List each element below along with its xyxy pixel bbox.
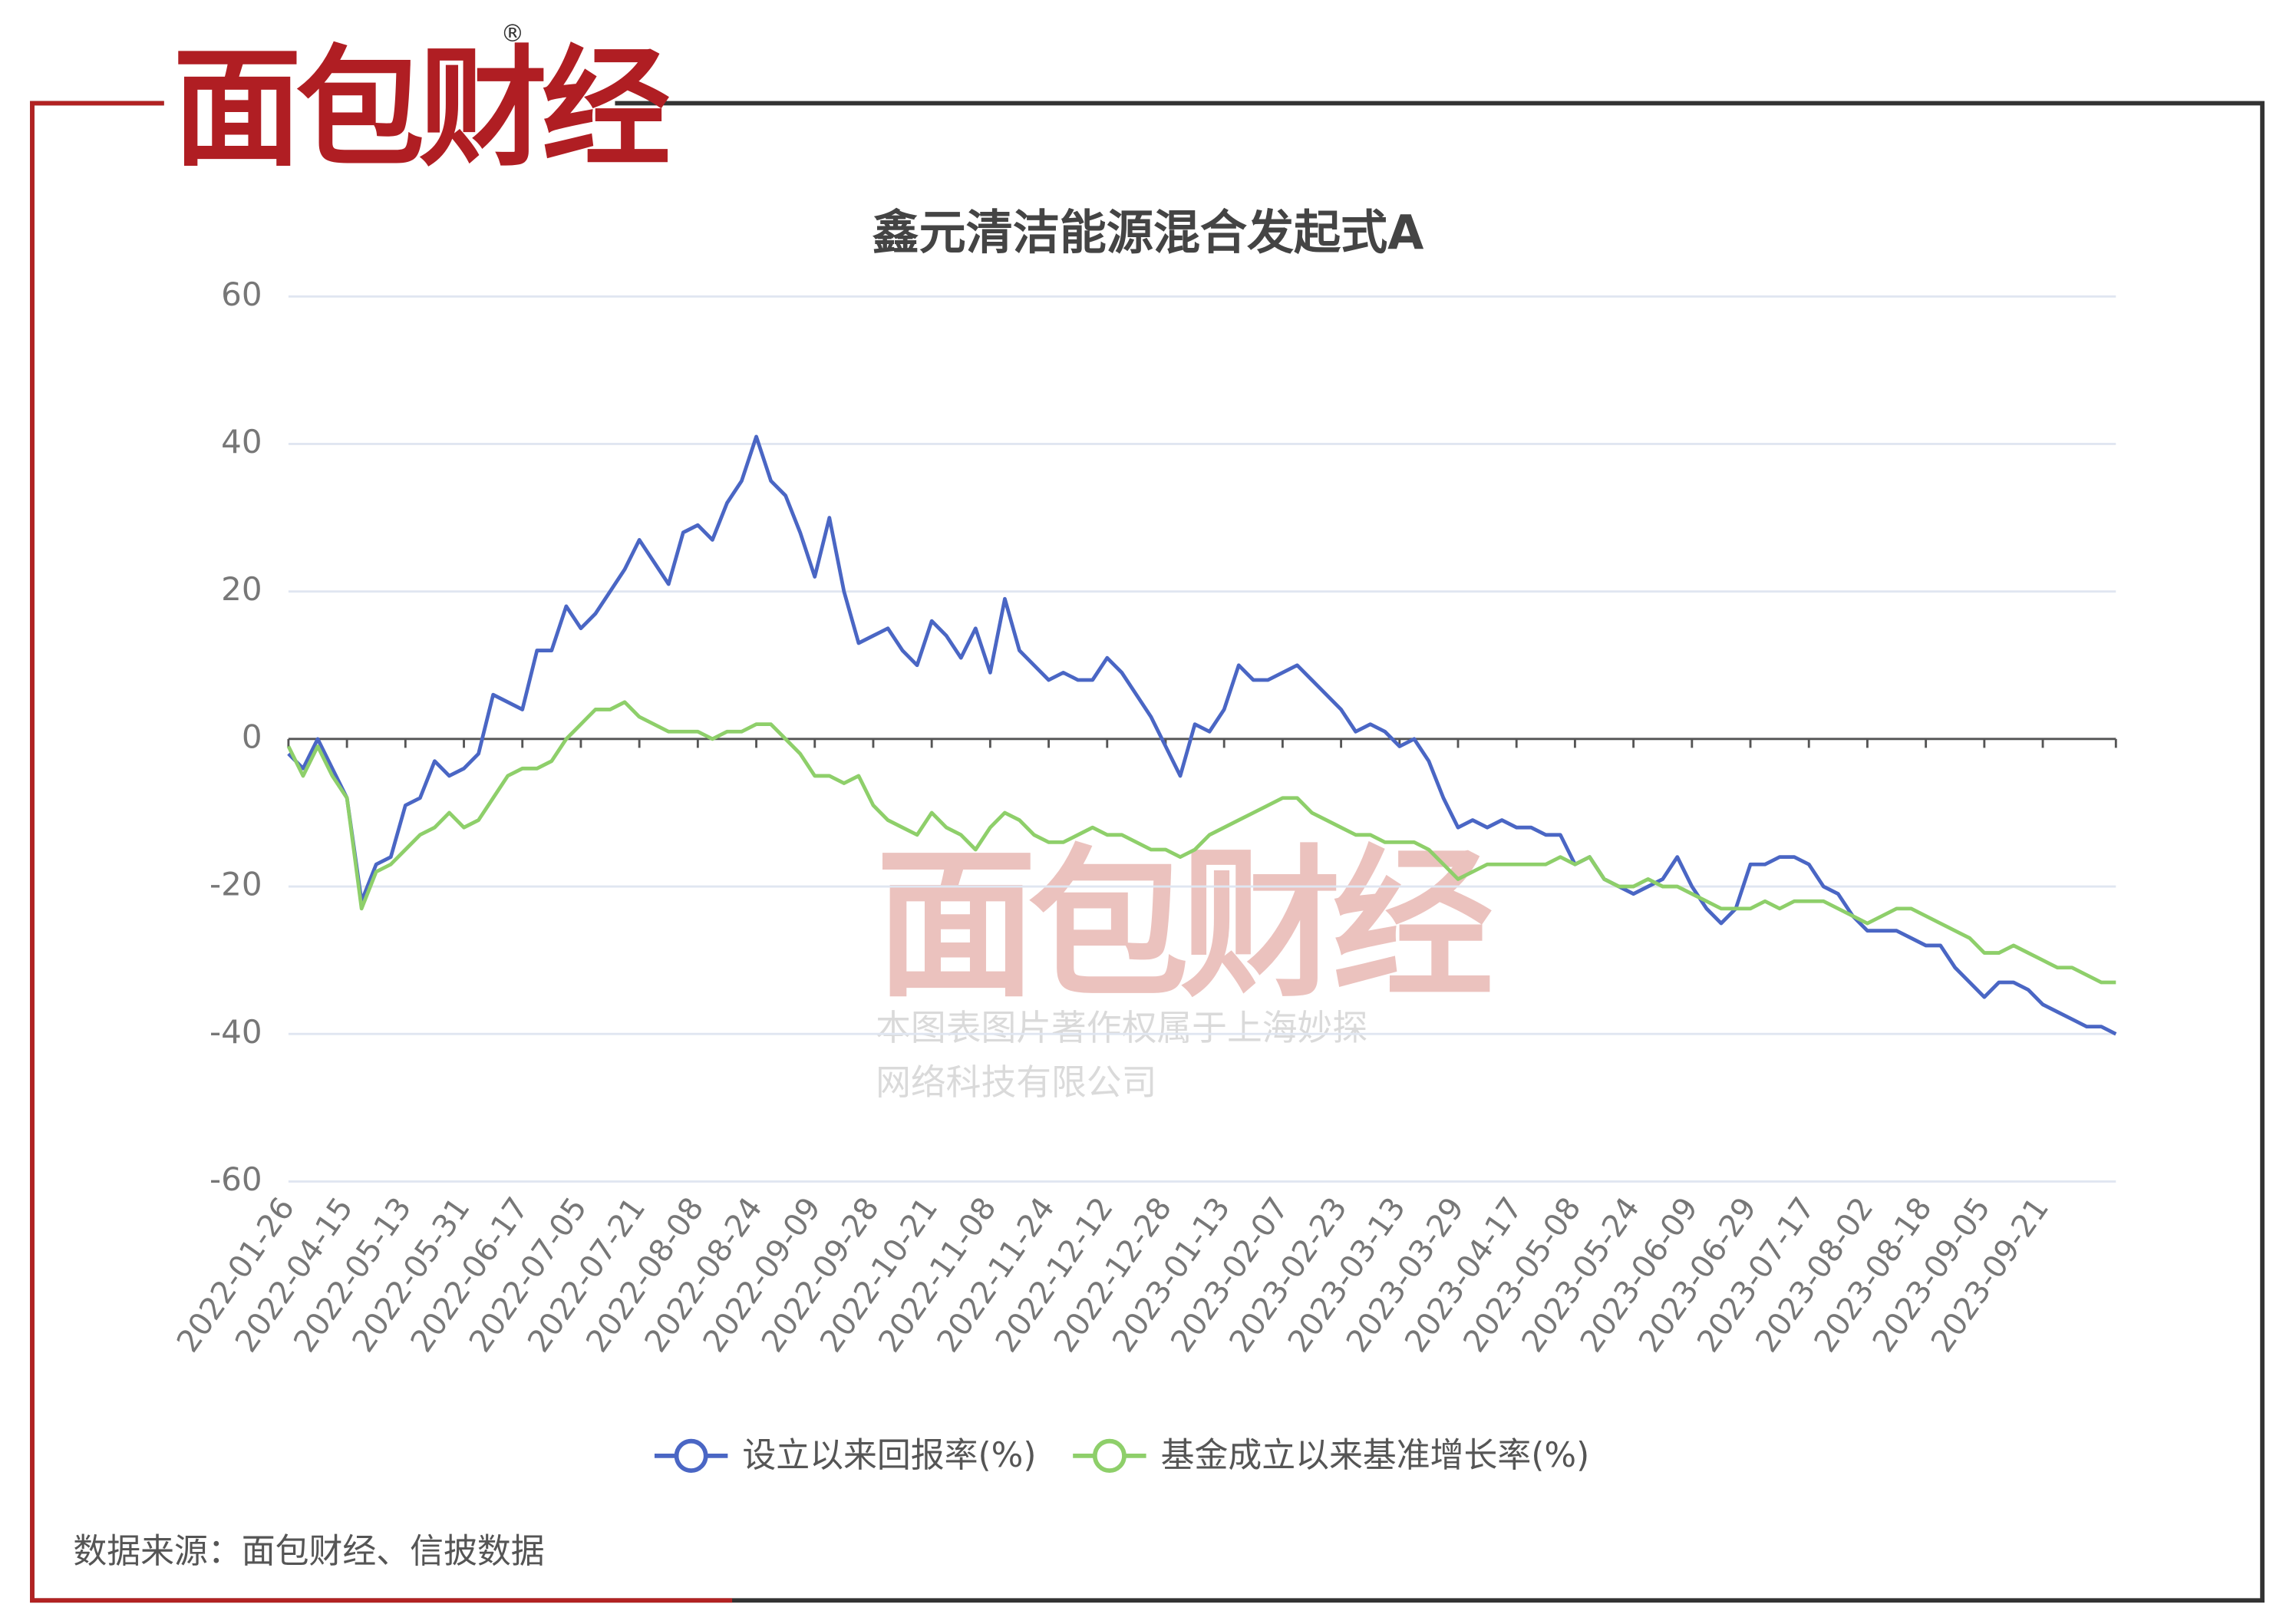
series-line bbox=[287, 434, 2117, 1036]
y-tick-label: 0 bbox=[242, 718, 262, 755]
legend-item: 设立以来回报率(%) bbox=[654, 1436, 1036, 1475]
y-tick-label: -20 bbox=[209, 865, 262, 903]
registered-mark: ® bbox=[501, 21, 525, 48]
watermark-text: 网络科技有限公司 bbox=[876, 1061, 1156, 1103]
y-tick-label: -40 bbox=[209, 1013, 262, 1051]
logo: 面包财经 bbox=[173, 33, 669, 184]
series-line bbox=[286, 700, 2116, 985]
legend-item: 基金成立以来基准增长率(%) bbox=[1073, 1436, 1589, 1475]
source-note: 数据来源：面包财经、信披数据 bbox=[73, 1532, 544, 1571]
legend-label: 设立以来回报率(%) bbox=[742, 1436, 1036, 1475]
legend-marker bbox=[674, 1438, 708, 1474]
watermark-logo: 面包财经 bbox=[876, 830, 1493, 1019]
chart-title: 鑫元清洁能源混合发起式A bbox=[873, 206, 1424, 260]
legend-label: 基金成立以来基准增长率(%) bbox=[1161, 1436, 1590, 1475]
y-tick-label: 60 bbox=[221, 276, 262, 313]
y-tick-label: 40 bbox=[221, 423, 262, 460]
y-tick-label: -60 bbox=[209, 1160, 262, 1198]
y-tick-label: 20 bbox=[221, 570, 262, 608]
legend-marker bbox=[1092, 1438, 1127, 1474]
watermark-group: 面包财经 本图表图片著作权属于上海妙探 网络科技有限公司 bbox=[876, 830, 1501, 1103]
watermark-text: 本图表图片著作权属于上海妙探 bbox=[876, 1007, 1367, 1048]
frame-accent bbox=[30, 101, 733, 1603]
